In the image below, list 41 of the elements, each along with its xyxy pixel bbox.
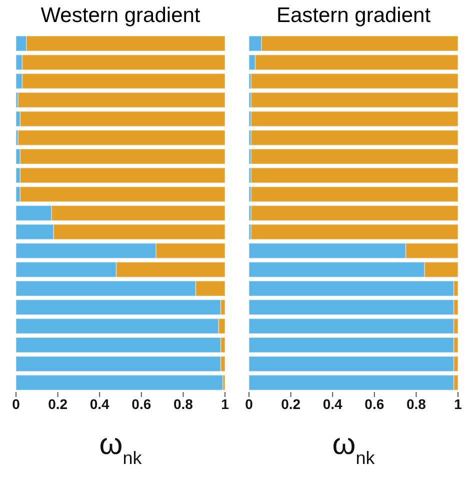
chart-title: Eastern gradient — [275, 4, 432, 29]
bar — [250, 224, 458, 240]
bar — [250, 205, 458, 222]
bar — [250, 73, 458, 90]
x-tick-label: 0.4 — [90, 396, 110, 412]
bar — [249, 336, 454, 353]
bar — [249, 318, 454, 334]
x-tick-label: 0.2 — [281, 396, 301, 412]
bar — [20, 186, 225, 202]
x-tick-label: 0 — [12, 396, 20, 412]
bar — [250, 130, 458, 146]
x-tick-label: 0.8 — [173, 396, 194, 412]
bar — [249, 280, 454, 296]
bar — [20, 167, 225, 184]
chart-title: Western gradient — [40, 4, 202, 29]
x-tick-label: 0.2 — [48, 396, 68, 412]
bar — [250, 110, 458, 127]
x-tick-label: 1 — [221, 396, 230, 412]
bar — [16, 374, 224, 391]
bar — [249, 374, 454, 391]
bar — [250, 148, 458, 165]
bar — [250, 167, 458, 184]
x-tick-label: 0.6 — [364, 396, 384, 412]
x-axis-title: ω$_{nk}$ — [332, 428, 376, 468]
bar — [249, 299, 454, 316]
x-tick-label: 0.6 — [132, 396, 152, 412]
bar — [16, 299, 222, 316]
x-tick-label: 0.8 — [406, 396, 426, 412]
bar — [16, 356, 222, 372]
x-tick-label: 0.4 — [322, 396, 343, 412]
bar — [20, 110, 225, 127]
bar — [250, 92, 458, 108]
x-axis-title: ω$_{nk}$ — [99, 428, 143, 468]
x-tick-label: 0 — [245, 396, 254, 412]
bar — [18, 130, 225, 146]
bar — [18, 92, 225, 108]
bar — [249, 356, 454, 372]
bar — [250, 186, 458, 202]
bar — [16, 336, 222, 353]
bar — [20, 148, 225, 165]
x-tick-label: 1 — [454, 396, 462, 412]
